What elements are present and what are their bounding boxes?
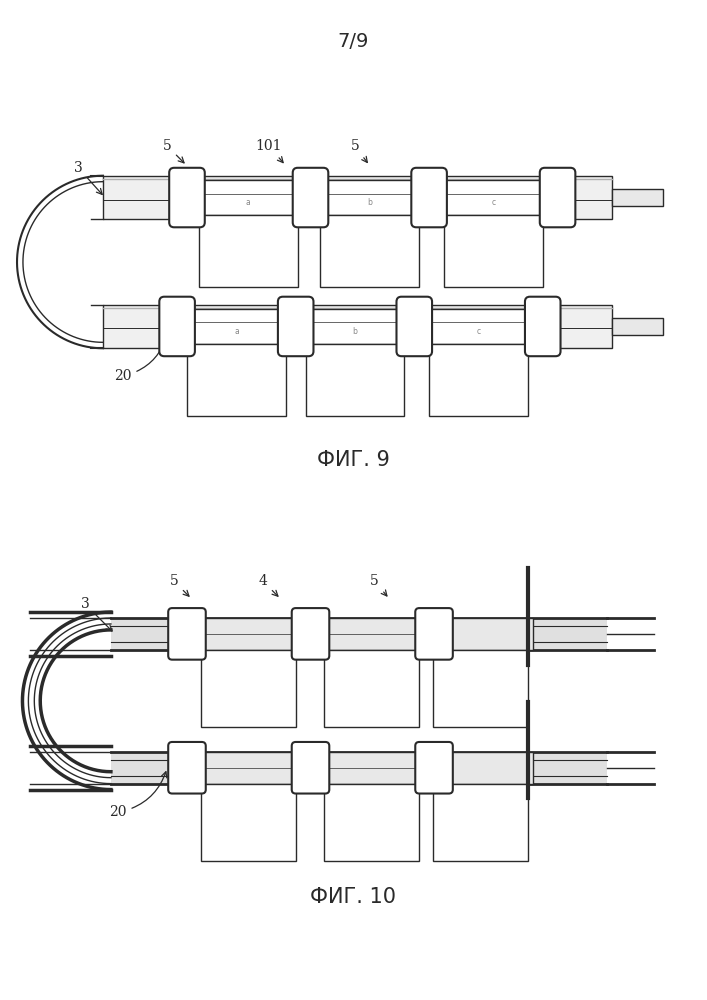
- Text: 20: 20: [109, 772, 167, 819]
- Bar: [320, 215, 419, 287]
- FancyBboxPatch shape: [278, 297, 313, 356]
- Text: a: a: [234, 327, 239, 336]
- FancyBboxPatch shape: [293, 168, 328, 227]
- Bar: [429, 752, 533, 784]
- Bar: [439, 180, 548, 215]
- FancyBboxPatch shape: [411, 168, 447, 227]
- Bar: [305, 344, 404, 416]
- Text: ФИГ. 10: ФИГ. 10: [310, 887, 396, 907]
- Text: c: c: [477, 327, 481, 336]
- Text: c: c: [491, 198, 496, 207]
- Bar: [194, 180, 303, 215]
- Text: 101: 101: [256, 139, 283, 163]
- Bar: [300, 309, 409, 344]
- Bar: [182, 309, 291, 344]
- Bar: [201, 784, 296, 861]
- FancyBboxPatch shape: [292, 608, 329, 660]
- FancyBboxPatch shape: [415, 608, 452, 660]
- Bar: [111, 752, 607, 784]
- Bar: [320, 618, 424, 650]
- Text: 4: 4: [259, 574, 278, 596]
- Text: 5: 5: [370, 574, 387, 596]
- Bar: [111, 618, 607, 650]
- Bar: [187, 344, 286, 416]
- Bar: [444, 215, 543, 287]
- Bar: [429, 344, 528, 416]
- FancyBboxPatch shape: [168, 608, 206, 660]
- Text: b: b: [353, 327, 358, 336]
- Text: 5: 5: [170, 574, 189, 596]
- FancyBboxPatch shape: [292, 742, 329, 794]
- FancyBboxPatch shape: [397, 297, 432, 356]
- Bar: [103, 176, 612, 219]
- Text: 7/9: 7/9: [337, 32, 368, 51]
- Bar: [315, 180, 424, 215]
- Text: 3: 3: [74, 161, 103, 194]
- FancyBboxPatch shape: [159, 297, 195, 356]
- Bar: [320, 752, 424, 784]
- Bar: [429, 618, 533, 650]
- Bar: [433, 784, 528, 861]
- Text: 5: 5: [163, 139, 184, 163]
- Text: ФИГ. 9: ФИГ. 9: [317, 450, 390, 470]
- Text: 20: 20: [114, 337, 167, 383]
- FancyBboxPatch shape: [525, 297, 561, 356]
- Bar: [197, 752, 300, 784]
- Bar: [197, 618, 300, 650]
- Bar: [201, 650, 296, 727]
- Bar: [433, 650, 528, 727]
- FancyBboxPatch shape: [168, 742, 206, 794]
- FancyBboxPatch shape: [415, 742, 452, 794]
- FancyBboxPatch shape: [539, 168, 575, 227]
- Bar: [612, 189, 663, 206]
- FancyBboxPatch shape: [169, 168, 205, 227]
- Bar: [424, 309, 533, 344]
- Text: 3: 3: [81, 597, 112, 631]
- Bar: [325, 784, 419, 861]
- Text: b: b: [368, 198, 373, 207]
- Bar: [612, 318, 663, 335]
- Bar: [103, 305, 612, 348]
- Text: a: a: [246, 198, 250, 207]
- Bar: [199, 215, 298, 287]
- Bar: [325, 650, 419, 727]
- Text: 5: 5: [351, 139, 368, 162]
